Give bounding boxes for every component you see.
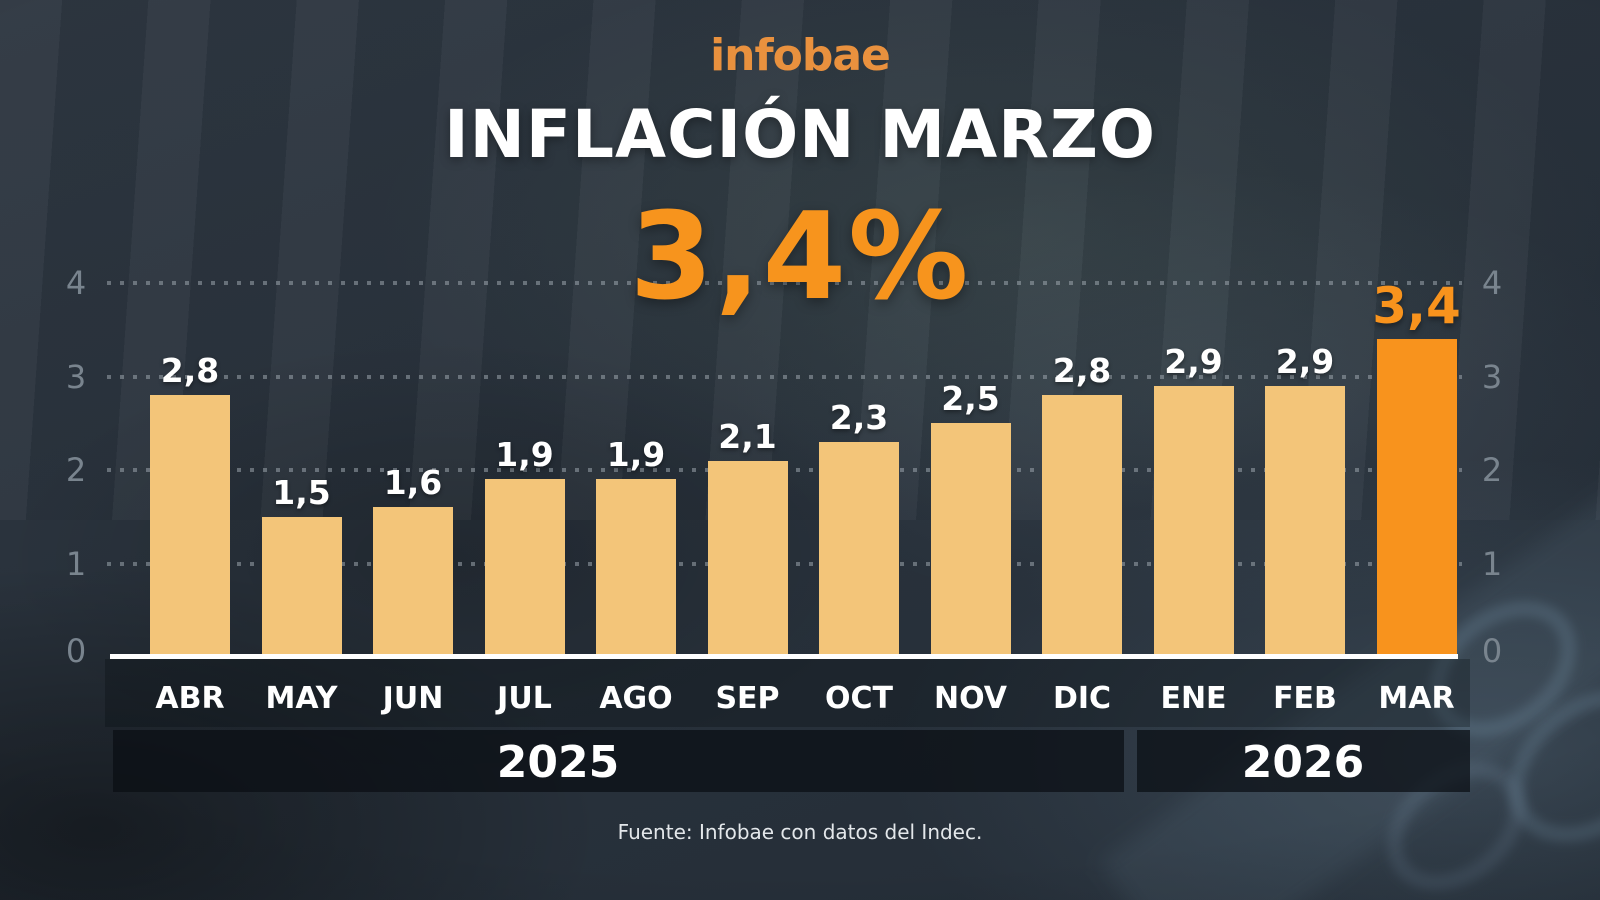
bar-value-MAY: 1,5 [272, 472, 331, 512]
bar-value-AGO: 1,9 [606, 435, 666, 475]
x-axis-label-JUN: JUN [382, 681, 444, 716]
y-axis-label-right: 4 [1481, 264, 1503, 302]
bar-FEB [1265, 385, 1345, 657]
year-label-2026: 2026 [1241, 737, 1365, 788]
bar-JUN [373, 507, 453, 657]
y-axis-label-right: 3 [1481, 357, 1503, 396]
x-axis-label-JUL: JUL [497, 681, 552, 716]
bar-value-MAR: 3,4 [1372, 277, 1461, 336]
bar-SEP [707, 460, 788, 657]
bar-value-JUN: 1,6 [383, 463, 443, 503]
x-axis-label-ABR: ABR [155, 681, 225, 716]
y-axis-label-left: 0 [65, 632, 87, 670]
chart-title: INFLACIÓN MARZO [444, 96, 1156, 173]
headline-value: 3,4% [629, 188, 971, 327]
bar-value-ABR: 2,8 [160, 351, 220, 391]
x-axis-label-NOV: NOV [933, 681, 1008, 716]
gridline-4 [107, 281, 1462, 285]
y-axis-label-left: 1 [65, 544, 87, 583]
y-axis-label-right: 2 [1481, 451, 1503, 489]
x-axis-label-AGO: AGO [599, 681, 673, 716]
bar-MAR [1376, 339, 1457, 657]
bar-value-OCT: 2,3 [829, 397, 889, 437]
x-axis-baseline [110, 654, 1458, 659]
x-axis-label-FEB: FEB [1273, 681, 1337, 716]
gridline-3 [107, 374, 1462, 379]
bar-value-FEB: 2,9 [1275, 341, 1335, 381]
bar-NOV [930, 423, 1011, 657]
bar-ABR [150, 395, 230, 657]
y-axis-label-left: 3 [65, 357, 87, 396]
y-axis-label-left: 2 [65, 451, 87, 489]
x-axis-label-ENE: ENE [1160, 681, 1227, 716]
x-axis-label-MAR: MAR [1378, 681, 1455, 716]
x-axis-label-SEP: SEP [715, 681, 780, 716]
bar-value-NOV: 2,5 [941, 379, 1000, 419]
y-axis-label-right: 0 [1481, 632, 1503, 670]
bar-value-DIC: 2,8 [1052, 351, 1112, 391]
year-label-2025: 2025 [496, 737, 620, 788]
bar-value-SEP: 2,1 [718, 416, 777, 456]
y-axis-label-right: 1 [1481, 544, 1503, 583]
month-axis-strip [105, 659, 1470, 727]
bar-value-ENE: 2,9 [1164, 341, 1223, 381]
bar-JUL [484, 479, 565, 657]
bar-AGO [596, 479, 676, 657]
x-axis-label-OCT: OCT [825, 681, 893, 716]
bar-value-JUL: 1,9 [495, 435, 554, 475]
bar-OCT [819, 441, 899, 657]
x-axis-label-MAY: MAY [265, 681, 338, 716]
infobae-logo: infobae [710, 30, 891, 81]
bar-MAY [261, 516, 342, 657]
year-band-2025 [113, 730, 1124, 792]
bar-DIC [1042, 395, 1122, 657]
x-axis-label-DIC: DIC [1052, 681, 1112, 716]
year-band-2026 [1137, 730, 1470, 792]
bar-ENE [1153, 385, 1234, 657]
y-axis-label-left: 4 [65, 264, 87, 302]
source-caption: Fuente: Infobae con datos del Indec. [617, 820, 983, 844]
